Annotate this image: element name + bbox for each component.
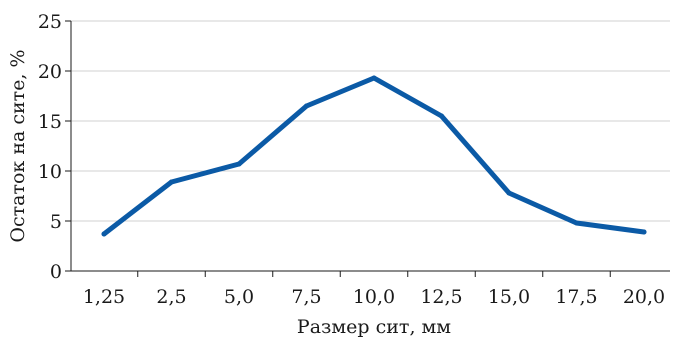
y-tick-label: 0 (50, 261, 62, 283)
y-axis-label: Остаток на сите, % (7, 49, 29, 242)
y-tick-label: 5 (50, 211, 62, 233)
data-point (169, 179, 174, 185)
x-tick-label: 12,5 (420, 286, 462, 308)
x-tick-label: 10,0 (353, 286, 395, 308)
data-point (439, 113, 444, 119)
data-point (304, 103, 309, 109)
data-point (371, 75, 377, 81)
y-axis-ticks: 0 5 10 15 20 25 (38, 11, 71, 283)
x-axis-label: Размер сит, мм (297, 316, 451, 338)
data-point (506, 190, 512, 196)
series-line-0 (101, 75, 647, 237)
x-tick-label: 20,0 (623, 286, 665, 308)
x-tick-label: 7,5 (291, 286, 321, 308)
data-point (574, 220, 579, 226)
data-point (641, 229, 647, 235)
x-tick-label: 1,25 (83, 286, 125, 308)
data-point (236, 161, 242, 167)
y-tick-label: 25 (38, 11, 62, 33)
data-point (101, 231, 107, 237)
y-tick-label: 10 (38, 161, 62, 183)
y-tick-label: 15 (38, 111, 62, 133)
x-tick-label: 17,5 (555, 286, 597, 308)
x-tick-label: 2,5 (156, 286, 186, 308)
y-tick-label: 20 (38, 61, 62, 83)
x-tick-label: 5,0 (224, 286, 254, 308)
series-group (101, 75, 647, 237)
x-axis-ticks: 1,25 2,5 5,0 7,5 10,0 12,5 15,0 17,5 20,0 (83, 271, 665, 308)
x-tick-label: 15,0 (488, 286, 530, 308)
